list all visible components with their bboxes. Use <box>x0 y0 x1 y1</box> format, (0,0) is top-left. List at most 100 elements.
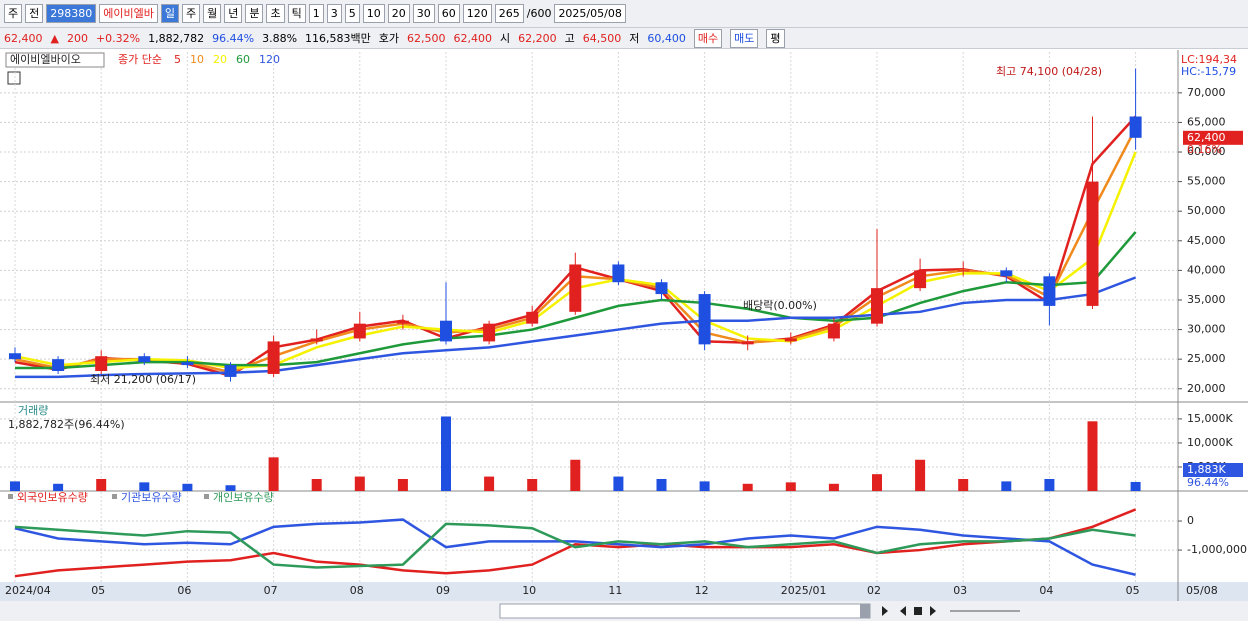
table-icon[interactable] <box>7 71 21 85</box>
x-axis-band <box>0 582 1248 601</box>
candle-body <box>267 341 280 374</box>
ma-line <box>15 276 1137 379</box>
legend-entry: 10 <box>190 53 204 66</box>
quote-low-label: 저 <box>629 32 640 45</box>
sell-button[interactable]: 매도 <box>730 28 759 48</box>
nav-back[interactable] <box>900 606 906 616</box>
y-tick-label: 30,000 <box>1187 323 1226 336</box>
interval-button[interactable]: 60 <box>437 4 460 23</box>
volume-bar <box>872 474 882 491</box>
x-tick-label: 2024/04 <box>5 584 51 597</box>
quote-change: 200 <box>66 31 88 45</box>
volume-bar <box>570 459 581 491</box>
candle-body <box>914 270 927 289</box>
candle-body <box>396 320 409 324</box>
candle-body <box>957 270 970 272</box>
period-button[interactable]: 월 <box>203 4 222 23</box>
volume-bar <box>182 483 193 491</box>
candle-body <box>95 356 108 371</box>
candle-body <box>784 338 797 342</box>
nav-stop[interactable] <box>914 607 922 615</box>
candle-body <box>871 288 883 324</box>
y-tick-label: 15,000K <box>1187 412 1233 425</box>
volume-bar <box>354 476 365 491</box>
count-input[interactable]: 265 <box>494 4 524 23</box>
interval-button[interactable]: 30 <box>412 4 435 23</box>
legend-entry: 60 <box>236 53 250 66</box>
legend-name: 에이비엘바이오 <box>10 53 81 66</box>
legend-box <box>5 52 105 68</box>
count-max: /600 <box>526 7 552 20</box>
y-tick-label: 40,000 <box>1187 263 1226 276</box>
eval-button[interactable]: 평 <box>766 28 785 48</box>
annotation: 최고 74,100 (04/28) <box>996 65 1102 78</box>
volume-bar <box>699 481 710 491</box>
quote-turnover: 3.88% <box>262 31 298 45</box>
candle-body <box>138 356 151 363</box>
volume-bar <box>484 476 495 491</box>
interval-button[interactable]: 10 <box>362 4 385 23</box>
price-tag: 62,400 <box>1187 131 1226 144</box>
interval-button[interactable]: 3 <box>326 4 342 23</box>
name-field[interactable]: 에이비엘바 <box>99 4 158 23</box>
volume-subtitle: 1,882,782주(96.44%) <box>8 418 125 431</box>
candle-body <box>569 264 582 312</box>
code-input[interactable]: 298380 <box>46 4 97 23</box>
y-tick-label: 20,000 <box>1187 382 1226 395</box>
volume-bar <box>311 478 322 491</box>
period-button[interactable]: 초 <box>266 4 285 23</box>
market-button[interactable]: 주 <box>4 4 23 23</box>
legend-entry: 기관보유수량 <box>121 491 182 504</box>
legend-entry: 외국인보유수량 <box>17 491 88 504</box>
volume-bar <box>828 483 839 491</box>
period-button[interactable]: 분 <box>245 4 264 23</box>
date-input[interactable]: 2025/05/08 <box>554 4 626 23</box>
x-tick-label: 11 <box>608 584 622 597</box>
nav-play[interactable] <box>882 606 888 616</box>
quote-open: 62,200 <box>518 31 557 45</box>
candle-body <box>440 320 452 342</box>
quote-open-label: 시 <box>500 32 511 45</box>
interval-button[interactable]: 20 <box>387 4 410 23</box>
volume-bar <box>785 482 796 491</box>
x-tick-label: 03 <box>953 584 967 597</box>
chart-bg <box>0 50 1248 621</box>
volume-bar <box>656 478 667 491</box>
interval-button[interactable]: 5 <box>344 4 360 23</box>
volume-tag-bg <box>1183 463 1243 477</box>
scrollbar[interactable] <box>499 603 871 619</box>
lc-label: LC:194,34 <box>1181 53 1237 66</box>
x-tick-label: 08 <box>350 584 364 597</box>
period-button[interactable]: 틱 <box>287 4 306 23</box>
candle-body <box>353 323 366 339</box>
buy-button[interactable]: 매수 <box>693 28 723 48</box>
x-tick-label: 04 <box>1039 584 1053 597</box>
candle-body <box>655 282 668 295</box>
period-button[interactable]: 주 <box>181 4 201 23</box>
volume-bar <box>613 476 624 491</box>
y-tick-label: 50,000 <box>1187 204 1226 217</box>
quote-high: 64,500 <box>582 31 622 45</box>
interval-button[interactable]: 1 <box>308 4 324 23</box>
scope-button[interactable]: 전 <box>25 4 44 23</box>
volume-tag-rate: 96.44% <box>1187 476 1229 489</box>
period-button[interactable]: 일 <box>160 4 179 23</box>
quote-rate: +0.32% <box>95 31 141 45</box>
ma-line <box>15 231 1137 370</box>
period-button[interactable]: 년 <box>224 4 243 23</box>
legend-entry: 20 <box>213 53 227 66</box>
interval-button[interactable]: 120 <box>462 4 492 23</box>
x-tick-label: 02 <box>867 584 881 597</box>
holding-line <box>14 508 1137 578</box>
x-tick-label: 2025/01 <box>781 584 827 597</box>
volume-bar <box>53 483 64 491</box>
x-tick-label: 10 <box>522 584 536 597</box>
nav-forward[interactable] <box>930 606 936 616</box>
x-tick-label: 07 <box>264 584 278 597</box>
scroll-thumb[interactable] <box>860 604 870 618</box>
volume-bar <box>10 481 20 491</box>
candle-body <box>483 323 496 342</box>
candle-body <box>698 294 711 345</box>
y-tick-label: 60,000 <box>1187 145 1226 158</box>
legend-swatch <box>8 494 13 499</box>
